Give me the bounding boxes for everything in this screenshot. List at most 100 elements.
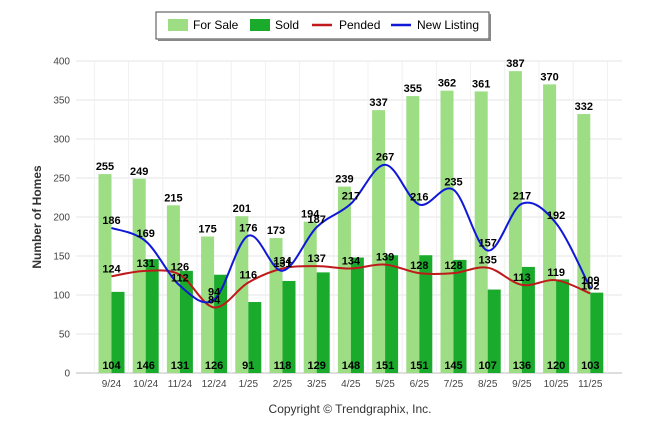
label-for-sale: 370 (540, 71, 558, 83)
bar-for-sale (132, 178, 146, 373)
label-pended: 124 (102, 263, 121, 275)
label-pended: 131 (137, 258, 155, 270)
label-for-sale: 387 (506, 58, 524, 70)
label-new-listing: 94 (208, 287, 221, 299)
axis-layer: Number of Homes 0 50 100 150 200 250 300 350 400… (30, 57, 603, 391)
bar-for-sale (577, 114, 591, 373)
bar-sold (385, 255, 399, 373)
label-pended: 84 (208, 294, 221, 306)
x-tick-label: 10/24 (133, 379, 158, 390)
label-new-listing: 186 (102, 215, 120, 227)
label-sold: 129 (308, 360, 326, 372)
label-sold: 91 (242, 360, 254, 372)
legend-swatch-for-sale (168, 19, 188, 31)
label-for-sale: 249 (130, 166, 148, 178)
label-sold: 107 (479, 360, 497, 372)
bar-sold (282, 280, 296, 373)
legend-shadow (489, 14, 491, 41)
legend-swatch-sold (250, 19, 270, 31)
bar-for-sale (337, 186, 351, 373)
label-for-sale: 173 (267, 225, 285, 237)
label-sold: 126 (205, 360, 223, 372)
label-for-sale: 239 (335, 174, 353, 186)
label-new-listing: 157 (479, 238, 497, 250)
line-new-listing (111, 163, 592, 304)
bar-sold (350, 257, 364, 373)
label-pended: 116 (239, 270, 257, 282)
label-new-listing: 216 (410, 192, 428, 204)
label-for-sale: 361 (472, 78, 490, 90)
bar-sold (556, 279, 570, 373)
label-pended: 126 (171, 262, 189, 274)
y-tick-label: 350 (53, 96, 70, 107)
label-new-listing: 169 (137, 228, 155, 240)
label-pended: 102 (581, 280, 599, 292)
label-sold: 103 (581, 360, 599, 372)
bar-for-sale (406, 96, 420, 373)
bar-for-sale (372, 110, 386, 373)
bar-for-sale (235, 216, 249, 373)
bar-sold (214, 274, 228, 373)
label-sold: 104 (102, 360, 121, 372)
x-tick-label: 9/25 (512, 379, 532, 390)
label-new-listing: 112 (171, 273, 189, 285)
y-tick-label: 100 (53, 291, 70, 302)
label-new-listing: 109 (581, 275, 599, 287)
x-tick-label: 10/25 (544, 379, 569, 390)
label-sold: 146 (137, 360, 155, 372)
label-pended: 134 (273, 255, 292, 267)
x-tick-label: 5/25 (375, 379, 395, 390)
label-for-sale: 175 (198, 224, 216, 236)
x-tick-label: 8/25 (478, 379, 498, 390)
label-sold: 151 (410, 360, 428, 372)
line-layer (111, 163, 592, 309)
label-pended: 119 (547, 267, 565, 279)
label-for-sale: 255 (96, 161, 114, 173)
label-sold: 145 (444, 360, 462, 372)
bar-sold (248, 302, 262, 373)
label-sold: 131 (171, 360, 189, 372)
bar-sold (316, 272, 330, 373)
bar-layer (98, 71, 604, 374)
bar-for-sale (474, 91, 488, 374)
bar-sold (419, 255, 433, 373)
x-tick-label: 12/24 (202, 379, 227, 390)
label-pended: 128 (444, 260, 462, 272)
legend-label-new-listing: New Listing (417, 18, 479, 32)
bar-sold (179, 270, 193, 373)
bar-sold (521, 266, 535, 373)
legend-label-sold: Sold (275, 18, 299, 32)
label-new-listing: 235 (444, 177, 462, 189)
label-for-sale: 215 (164, 192, 182, 204)
bar-sold (590, 292, 604, 373)
x-tick-label: 11/24 (168, 379, 193, 390)
bar-for-sale (98, 174, 112, 373)
copyright-text: Copyright © Trendgraphix, Inc. (269, 402, 432, 416)
bar-for-sale (166, 205, 180, 373)
legend-shadow-bottom (158, 39, 491, 41)
label-sold: 120 (547, 360, 565, 372)
label-new-listing: 131 (273, 258, 291, 270)
legend-label-pended: Pended (339, 18, 380, 32)
label-new-listing: 217 (342, 191, 360, 203)
bar-for-sale (543, 84, 557, 374)
bar-sold (453, 259, 467, 373)
x-tick-label: 6/25 (410, 379, 430, 390)
label-for-sale: 337 (369, 97, 387, 109)
y-tick-label: 300 (53, 135, 70, 146)
y-tick-label: 250 (53, 174, 70, 185)
legend-label-for-sale: For Sale (193, 18, 239, 32)
label-new-listing: 187 (308, 214, 326, 226)
label-sold: 118 (274, 360, 292, 372)
label-for-sale: 355 (404, 83, 422, 95)
label-sold: 151 (376, 360, 394, 372)
bar-for-sale (508, 71, 522, 373)
label-for-sale: 201 (233, 203, 251, 215)
bar-for-sale (303, 221, 317, 373)
label-pended: 139 (376, 252, 394, 264)
label-new-listing: 192 (547, 210, 565, 222)
bar-sold (145, 259, 159, 373)
label-new-listing: 176 (239, 223, 257, 235)
